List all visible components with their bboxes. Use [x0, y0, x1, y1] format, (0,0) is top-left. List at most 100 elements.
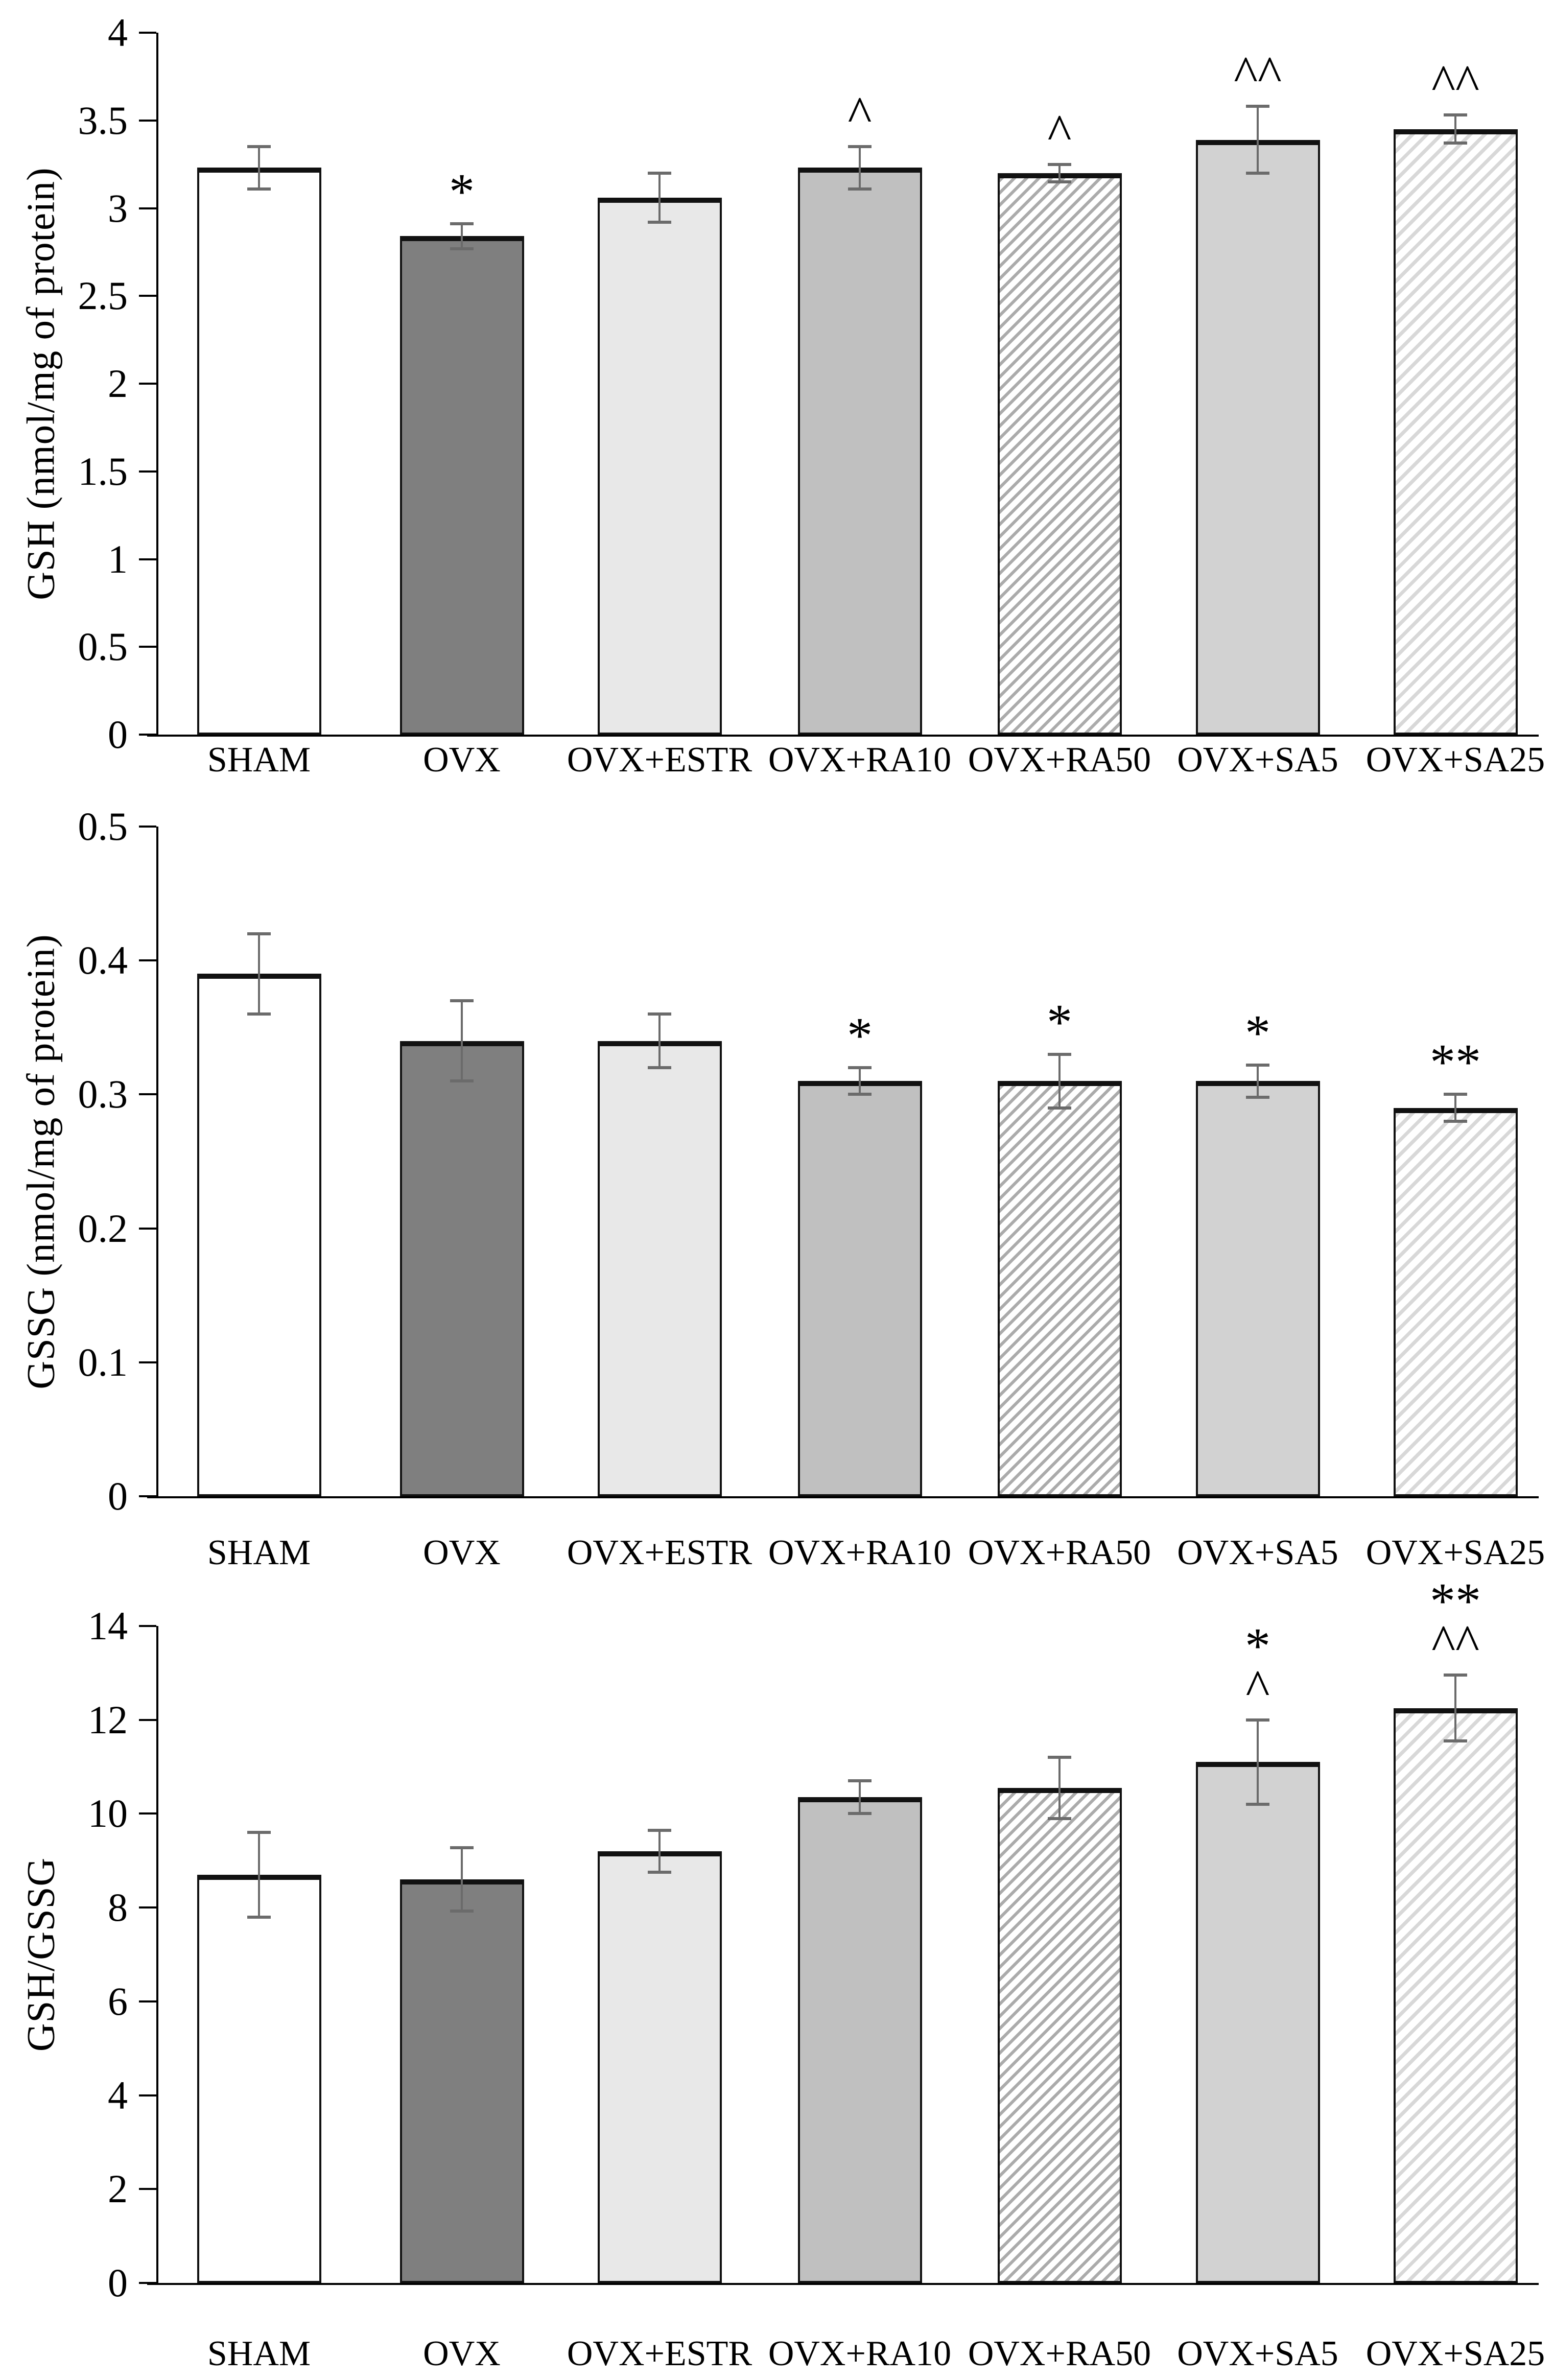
error-bar-cap-top-OVX	[450, 222, 474, 226]
error-bar-line-OVX+RA50	[1058, 1054, 1061, 1108]
error-bar-line-OVX+SA25	[1454, 115, 1456, 144]
error-bar-line-OVX+RA50	[1058, 1757, 1061, 1819]
x-category-label-SHAM: SHAM	[207, 1533, 311, 1572]
y-axis-line	[156, 827, 158, 1498]
y-tick-mark	[139, 2094, 156, 2096]
y-tick-mark	[139, 1906, 156, 1909]
y-tick-mark	[139, 1093, 156, 1096]
x-category-label-OVX+RA50: OVX+RA50	[968, 740, 1151, 780]
y-tick-label: 2.5	[78, 273, 128, 318]
x-category-label-OVX+SA25: OVX+SA25	[1365, 740, 1545, 780]
y-tick-label: 6	[108, 1978, 128, 2023]
y-tick-label: 0.5	[78, 804, 128, 849]
significance-OVX+RA10: *	[847, 1006, 873, 1064]
error-bar-cap-bottom-OVX	[450, 1910, 474, 1913]
bar-OVX+RA10	[797, 1081, 922, 1496]
error-bar-cap-top-OVX+RA10	[848, 1779, 872, 1783]
y-tick-label: 2	[108, 2166, 128, 2211]
bar-SHAM	[197, 1874, 321, 2283]
error-bar-cap-bottom-OVX+RA10	[848, 1812, 872, 1816]
bar-OVX+RA50	[997, 1081, 1122, 1496]
y-tick-label: 0	[108, 1474, 128, 1518]
y-tick-label: 12	[88, 1697, 128, 1742]
error-bar-cap-top-OVX+SA25	[1444, 113, 1467, 117]
y-tick-mark	[139, 959, 156, 962]
significance-OVX+SA25: ^^	[1431, 54, 1479, 111]
bar-OVX	[399, 236, 524, 735]
y-tick-label: 0.5	[78, 624, 128, 669]
error-bar-cap-bottom-OVX	[450, 247, 474, 250]
y-tick-mark	[139, 2000, 156, 2002]
bar-OVX+SA5	[1195, 1762, 1320, 2283]
y-tick-mark	[139, 32, 156, 34]
error-bar-cap-top-OVX+RA10	[848, 1066, 872, 1069]
x-category-label-OVX+RA50: OVX+RA50	[968, 1533, 1151, 1572]
y-tick-label: 3	[108, 185, 128, 230]
x-category-label-OVX: OVX	[423, 740, 501, 780]
y-tick-label: 10	[88, 1791, 128, 1836]
y-tick-mark	[139, 383, 156, 385]
bar-OVX+SA5	[1195, 139, 1320, 735]
error-bar-line-OVX+SA5	[1257, 1719, 1259, 1805]
y-tick-mark	[139, 646, 156, 648]
y-tick-mark	[139, 119, 156, 122]
error-bar-cap-bottom-OVX+ESTR	[648, 220, 671, 224]
y-tick-label: 0.1	[78, 1339, 128, 1384]
y-tick-label: 3.5	[78, 98, 128, 143]
error-bar-cap-top-SHAM	[247, 145, 271, 149]
significance-OVX: *	[449, 163, 475, 220]
significance-OVX+SA5: ^^	[1234, 45, 1282, 103]
x-category-label-OVX+RA50: OVX+RA50	[968, 2334, 1151, 2373]
error-bar-cap-bottom-OVX+SA5	[1246, 171, 1269, 175]
bar-OVX	[399, 1041, 524, 1496]
error-bar-cap-top-OVX+RA50	[1048, 1052, 1071, 1056]
error-bar-cap-top-OVX+ESTR	[648, 1828, 671, 1832]
x-category-label-OVX+SA5: OVX+SA5	[1177, 740, 1338, 780]
bar-OVX	[399, 1879, 524, 2283]
y-tick-mark	[139, 2282, 156, 2284]
x-category-label-SHAM: SHAM	[207, 740, 311, 780]
error-bar-cap-bottom-OVX+SA5	[1246, 1803, 1269, 1806]
x-category-label-OVX+SA5: OVX+SA5	[1177, 1533, 1338, 1572]
error-bar-line-OVX+RA50	[1058, 164, 1061, 182]
y-tick-mark	[139, 207, 156, 209]
error-bar-line-OVX+ESTR	[658, 1830, 661, 1873]
y-tick-label: 1	[108, 536, 128, 581]
y-tick-label: 0.3	[78, 1072, 128, 1117]
error-bar-cap-top-OVX+SA25	[1444, 1093, 1467, 1096]
significance-OVX+RA50: *	[1047, 993, 1072, 1050]
error-bar-cap-top-SHAM	[247, 1831, 271, 1834]
x-axis-line	[147, 2283, 1539, 2285]
error-bar-line-OVX+RA10	[859, 1781, 861, 1814]
error-bar-cap-bottom-SHAM	[247, 1012, 271, 1016]
y-tick-label: 0	[108, 2260, 128, 2305]
x-category-label-OVX+ESTR: OVX+ESTR	[567, 2334, 752, 2373]
significance-OVX+SA25: **	[1430, 1033, 1481, 1091]
error-bar-line-OVX+ESTR	[658, 1014, 661, 1068]
bar-OVX+SA25	[1393, 1107, 1518, 1496]
error-bar-line-OVX	[461, 1847, 463, 1912]
x-category-label-OVX+RA10: OVX+RA10	[768, 740, 952, 780]
y-tick-mark	[139, 826, 156, 828]
error-bar-cap-bottom-OVX+RA10	[848, 1093, 872, 1096]
error-bar-line-OVX+SA25	[1454, 1094, 1456, 1121]
error-bar-cap-top-OVX+SA5	[1246, 1063, 1269, 1067]
x-category-label-OVX+SA25: OVX+SA25	[1365, 1533, 1545, 1572]
x-category-label-OVX+SA5: OVX+SA5	[1177, 2334, 1338, 2373]
x-category-label-OVX+RA10: OVX+RA10	[768, 1533, 952, 1572]
x-category-label-OVX: OVX	[423, 2334, 501, 2373]
error-bar-cap-top-OVX	[450, 1846, 474, 1849]
error-bar-cap-bottom-OVX+RA50	[1048, 180, 1071, 183]
error-bar-line-OVX+SA5	[1257, 1065, 1259, 1097]
y-tick-mark	[139, 1812, 156, 1815]
error-bar-line-OVX	[461, 224, 463, 249]
y-tick-label: 14	[88, 1604, 128, 1648]
y-tick-label: 0.4	[78, 938, 128, 983]
error-bar-cap-bottom-OVX+ESTR	[648, 1066, 671, 1069]
error-bar-cap-top-OVX+SA25	[1444, 1674, 1467, 1677]
error-bar-line-OVX+RA10	[859, 1067, 861, 1095]
y-tick-label: 4	[108, 2072, 128, 2117]
error-bar-cap-top-OVX+RA10	[848, 145, 872, 149]
bar-OVX+ESTR	[597, 197, 722, 735]
